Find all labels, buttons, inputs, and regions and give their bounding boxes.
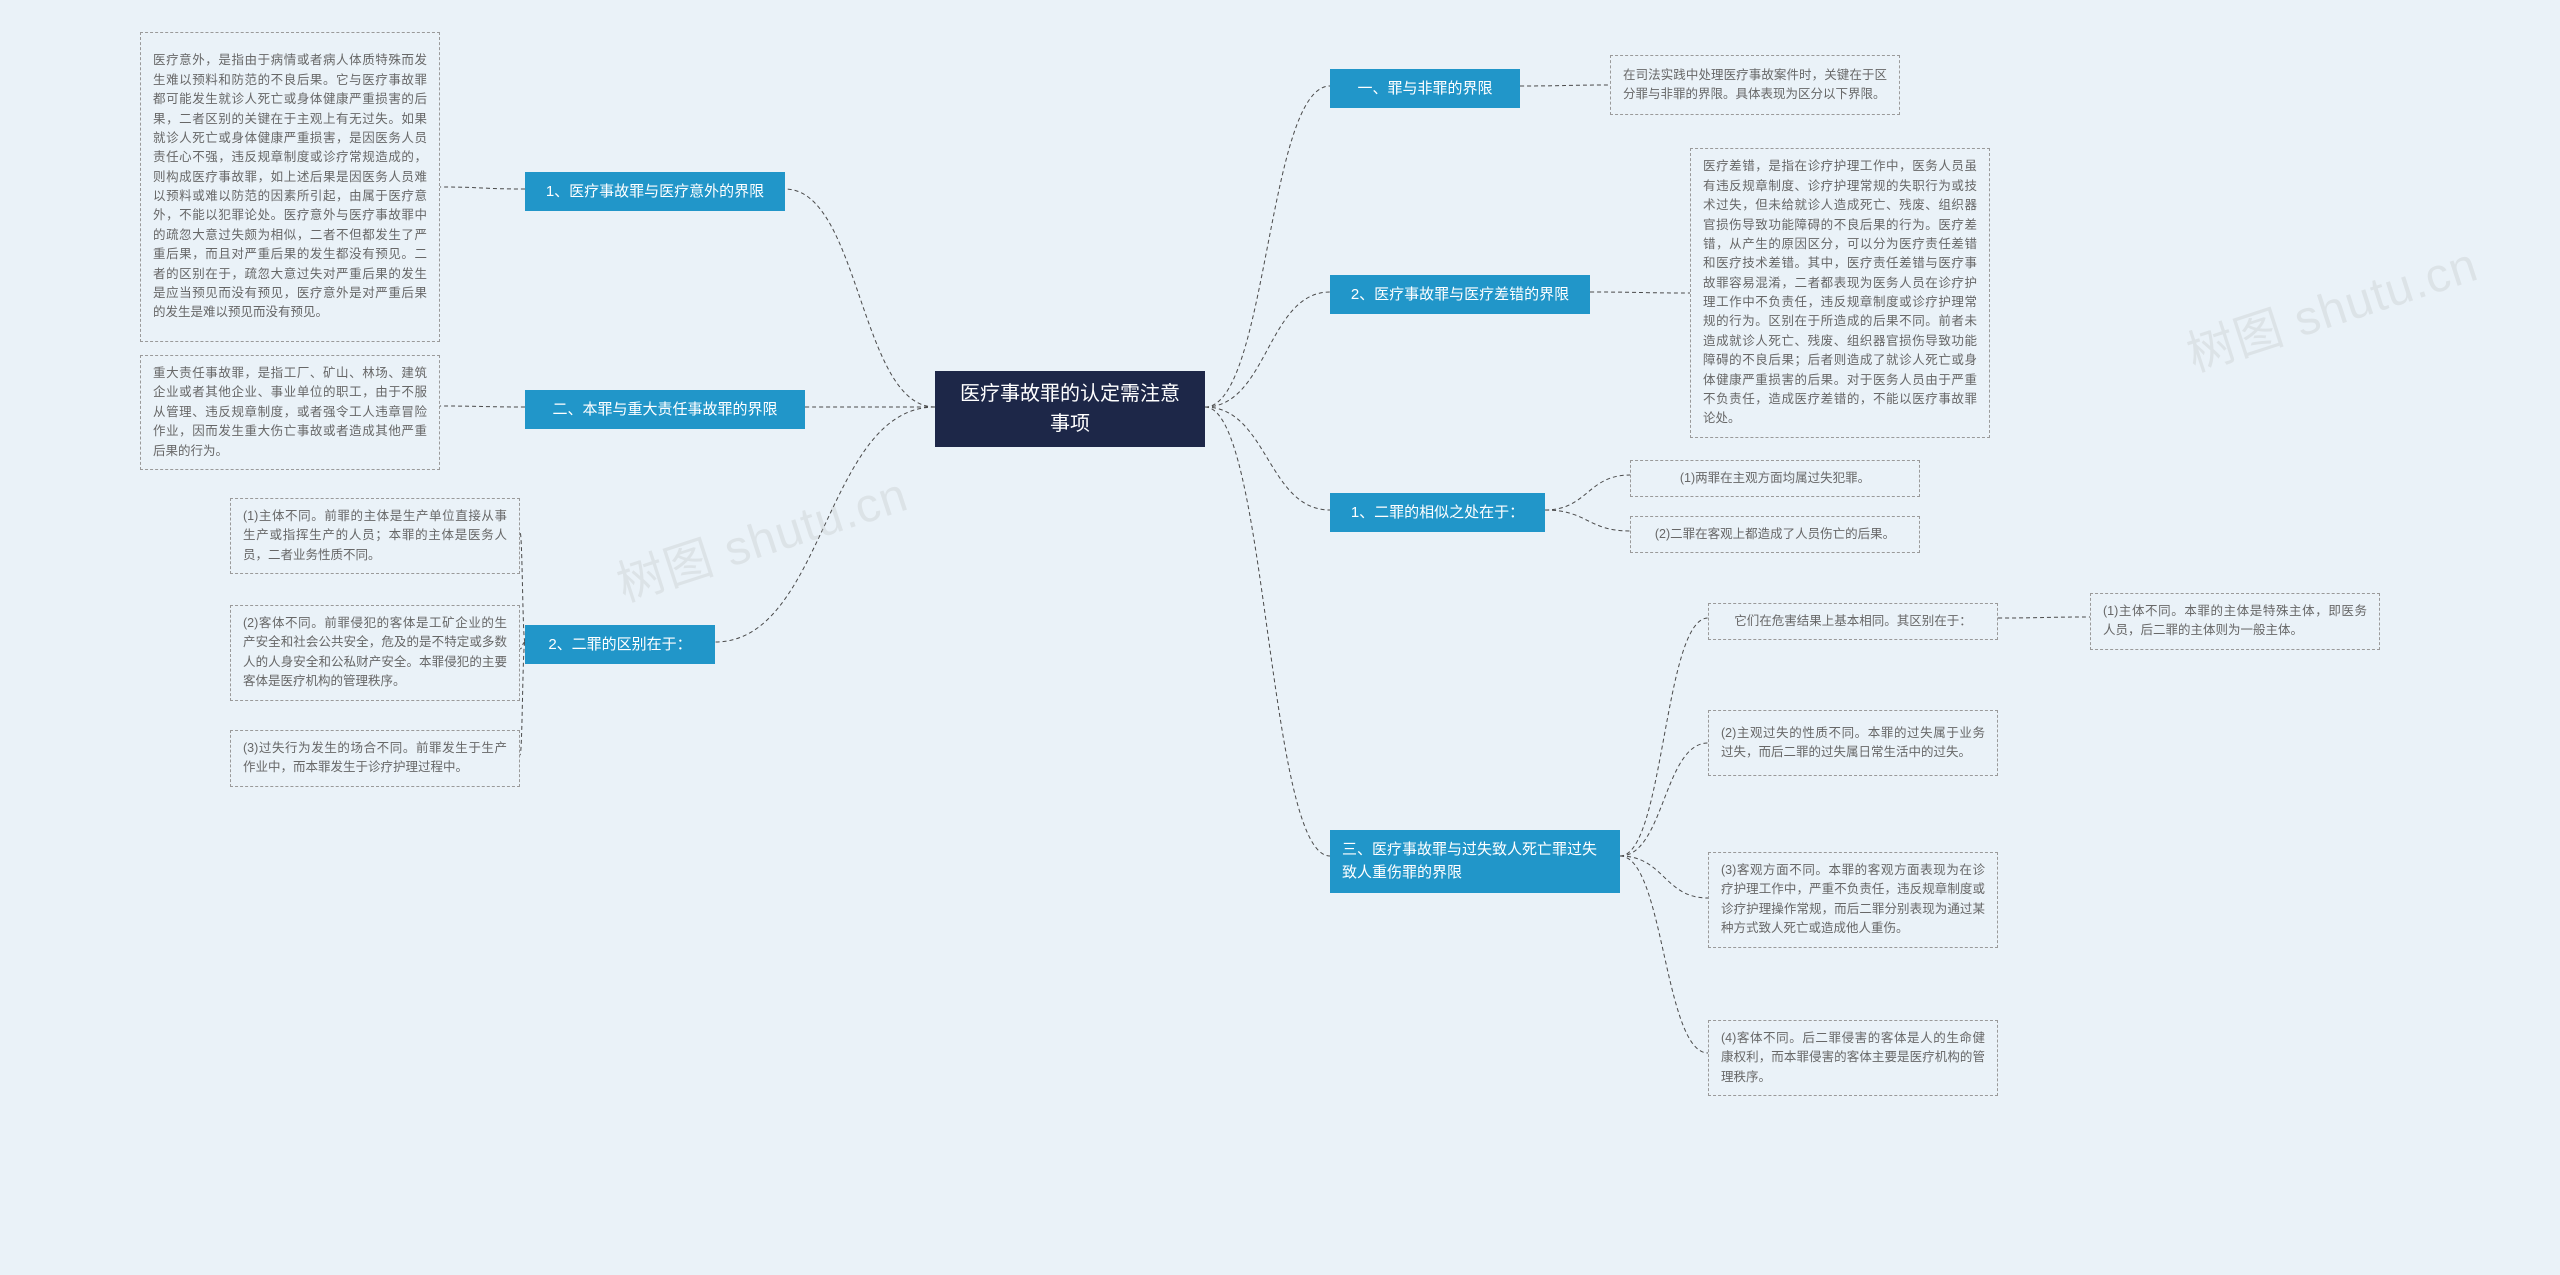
branch-node-l1: 1、医疗事故罪与医疗意外的界限 xyxy=(525,172,785,211)
root-node: 医疗事故罪的认定需注意事项 xyxy=(935,371,1205,447)
mindmap-stage: 树图 shutu.cn树图 shutu.cn医疗事故罪的认定需注意事项一、罪与非… xyxy=(350,0,2560,1275)
leaf-node-r4a: 它们在危害结果上基本相同。其区别在于： xyxy=(1708,603,1998,640)
branch-node-l3: 2、二罪的区别在于： xyxy=(525,625,715,664)
leaf-node-l3c: (3)过失行为发生的场合不同。前罪发生于生产作业中，而本罪发生于诊疗护理过程中。 xyxy=(230,730,520,787)
branch-node-r2: 2、医疗事故罪与医疗差错的界限 xyxy=(1330,275,1590,314)
leaf-node-l2a: 重大责任事故罪，是指工厂、矿山、林场、建筑企业或者其他企业、事业单位的职工，由于… xyxy=(140,355,440,470)
branch-node-r3: 1、二罪的相似之处在于： xyxy=(1330,493,1545,532)
branch-node-r4: 三、医疗事故罪与过失致人死亡罪过失致人重伤罪的界限 xyxy=(1330,830,1620,893)
leaf-node-r4a1: (1)主体不同。本罪的主体是特殊主体，即医务人员，后二罪的主体则为一般主体。 xyxy=(2090,593,2380,650)
watermark: 树图 shutu.cn xyxy=(607,455,916,615)
leaf-node-r4c: (3)客观方面不同。本罪的客观方面表现为在诊疗护理工作中，严重不负责任，违反规章… xyxy=(1708,852,1998,948)
leaf-node-r4b: (2)主观过失的性质不同。本罪的过失属于业务过失，而后二罪的过失属日常生活中的过… xyxy=(1708,710,1998,776)
leaf-node-l1a: 医疗意外，是指由于病情或者病人体质特殊而发生难以预料和防范的不良后果。它与医疗事… xyxy=(140,32,440,342)
leaf-node-r4d: (4)客体不同。后二罪侵害的客体是人的生命健康权利，而本罪侵害的客体主要是医疗机… xyxy=(1708,1020,1998,1096)
leaf-node-r3b: (2)二罪在客观上都造成了人员伤亡的后果。 xyxy=(1630,516,1920,553)
branch-node-r1: 一、罪与非罪的界限 xyxy=(1330,69,1520,108)
leaf-node-l3a: (1)主体不同。前罪的主体是生产单位直接从事生产或指挥生产的人员；本罪的主体是医… xyxy=(230,498,520,574)
leaf-node-r2a: 医疗差错，是指在诊疗护理工作中，医务人员虽有违反规章制度、诊疗护理常规的失职行为… xyxy=(1690,148,1990,438)
leaf-node-r3a: (1)两罪在主观方面均属过失犯罪。 xyxy=(1630,460,1920,497)
branch-node-l2: 二、本罪与重大责任事故罪的界限 xyxy=(525,390,805,429)
leaf-node-r1a: 在司法实践中处理医疗事故案件时，关键在于区分罪与非罪的界限。具体表现为区分以下界… xyxy=(1610,55,1900,115)
watermark: 树图 shutu.cn xyxy=(2177,225,2486,385)
leaf-node-l3b: (2)客体不同。前罪侵犯的客体是工矿企业的生产安全和社会公共安全，危及的是不特定… xyxy=(230,605,520,701)
